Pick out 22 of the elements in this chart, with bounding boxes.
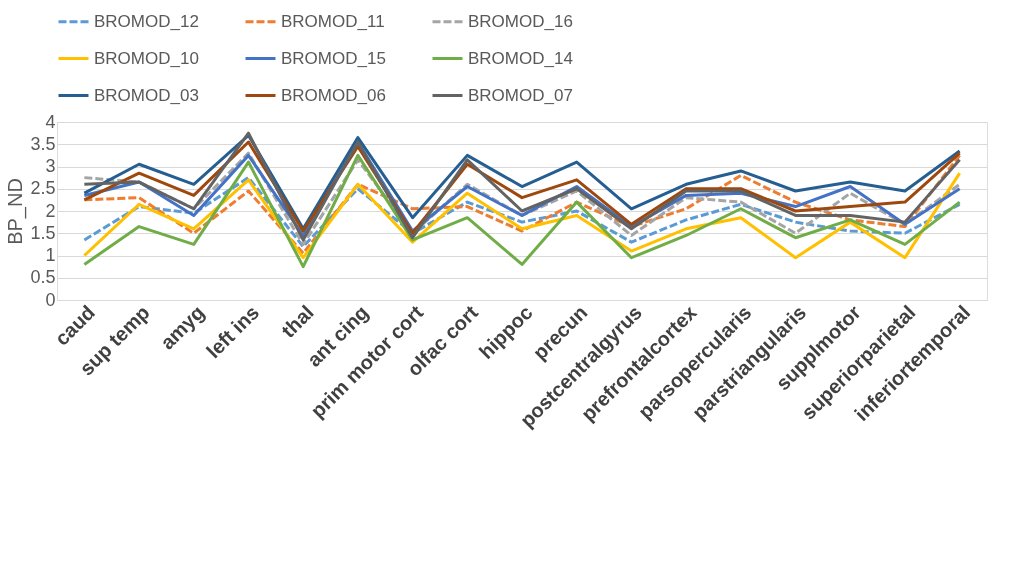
legend-label: BROMOD_12 — [94, 11, 199, 31]
line-series — [82, 176, 962, 249]
y-tick-label: 0 — [45, 289, 56, 310]
legend-label: BROMOD_07 — [468, 85, 573, 105]
y-tick-label: 1.5 — [30, 222, 56, 243]
legend-label: BROMOD_14 — [468, 48, 573, 68]
y-axis-title: BP_ND — [4, 178, 28, 245]
legend-label: BROMOD_03 — [94, 85, 199, 105]
y-tick-label: 3.5 — [30, 133, 56, 154]
y-tick-label: 2.5 — [30, 178, 56, 199]
y-tick-label: 3 — [45, 156, 56, 176]
y-tick-label: 0.5 — [30, 267, 56, 288]
legend-label: BROMOD_15 — [281, 48, 386, 68]
y-tick-label: 4 — [45, 111, 56, 132]
x-tick-label: thal — [277, 301, 318, 342]
y-tick-label: 2 — [45, 200, 56, 221]
line-series — [82, 171, 962, 260]
legend-label: BROMOD_16 — [468, 11, 573, 31]
legend-label: BROMOD_10 — [94, 48, 199, 68]
legend-label: BROMOD_06 — [281, 85, 386, 105]
y-tick-label: 1 — [45, 245, 56, 265]
legend-label: BROMOD_11 — [281, 11, 385, 31]
